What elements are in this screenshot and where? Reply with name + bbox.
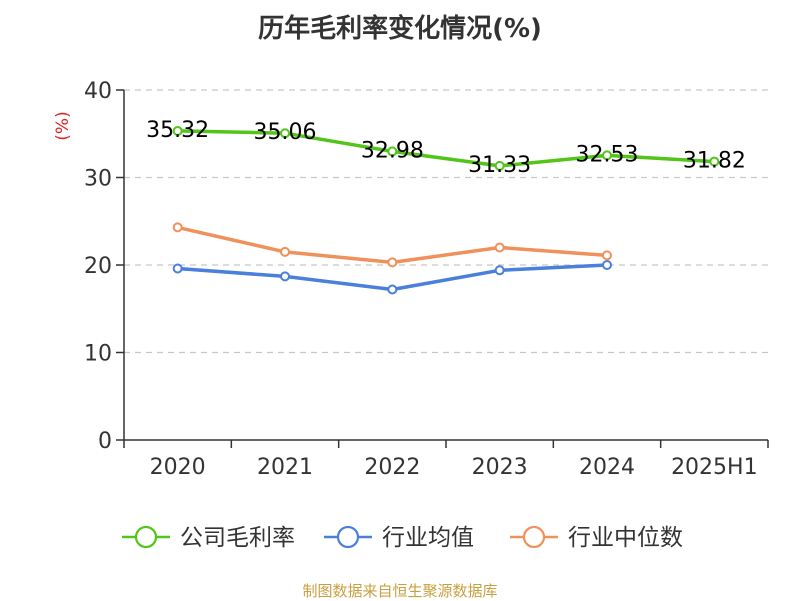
legend-label: 行业中位数 <box>568 525 683 551</box>
x-tick-label: 2021 <box>257 455 313 480</box>
source-note: 制图数据来自恒生聚源数据库 <box>302 582 498 600</box>
data-point <box>494 160 505 171</box>
x-tick-label: 2025H1 <box>671 455 758 480</box>
data-point <box>602 250 612 261</box>
data-point <box>494 242 505 253</box>
data-label: 32.98 <box>361 138 424 163</box>
x-tick-label: 2024 <box>579 455 635 480</box>
y-tick-label: 10 <box>84 342 112 367</box>
y-tick-label: 20 <box>84 254 112 279</box>
data-point <box>280 128 290 139</box>
data-point <box>172 125 183 136</box>
chart-title: 历年毛利率变化情况(%) <box>258 14 542 44</box>
legend-marker <box>522 525 546 549</box>
y-axis-label: (%) <box>53 111 73 140</box>
data-label: 31.33 <box>468 153 531 178</box>
data-point <box>387 257 398 268</box>
data-point <box>387 284 398 295</box>
data-label: 31.82 <box>683 149 746 174</box>
data-point <box>602 150 612 161</box>
y-tick-label: 40 <box>84 79 112 104</box>
data-point <box>494 265 505 276</box>
data-label: 35.32 <box>146 118 209 143</box>
data-label: 32.53 <box>576 142 639 167</box>
data-point <box>280 271 290 282</box>
y-tick-label: 30 <box>84 167 112 192</box>
data-point <box>387 146 398 157</box>
legend-label: 行业均值 <box>382 525 474 551</box>
data-point <box>280 246 290 257</box>
legend-marker <box>134 525 158 549</box>
data-label: 35.06 <box>254 120 317 145</box>
series-line <box>177 225 608 265</box>
y-tick-label: 0 <box>98 429 112 454</box>
data-point <box>602 260 612 270</box>
data-point <box>172 263 183 274</box>
x-tick-label: 2020 <box>150 455 206 480</box>
legend-marker <box>336 525 360 549</box>
legend-label: 公司毛利率 <box>180 525 295 551</box>
x-tick-label: 2023 <box>472 455 528 480</box>
series-line <box>177 129 715 168</box>
data-point <box>172 222 183 233</box>
data-point <box>709 156 720 167</box>
x-tick-label: 2022 <box>364 455 420 480</box>
